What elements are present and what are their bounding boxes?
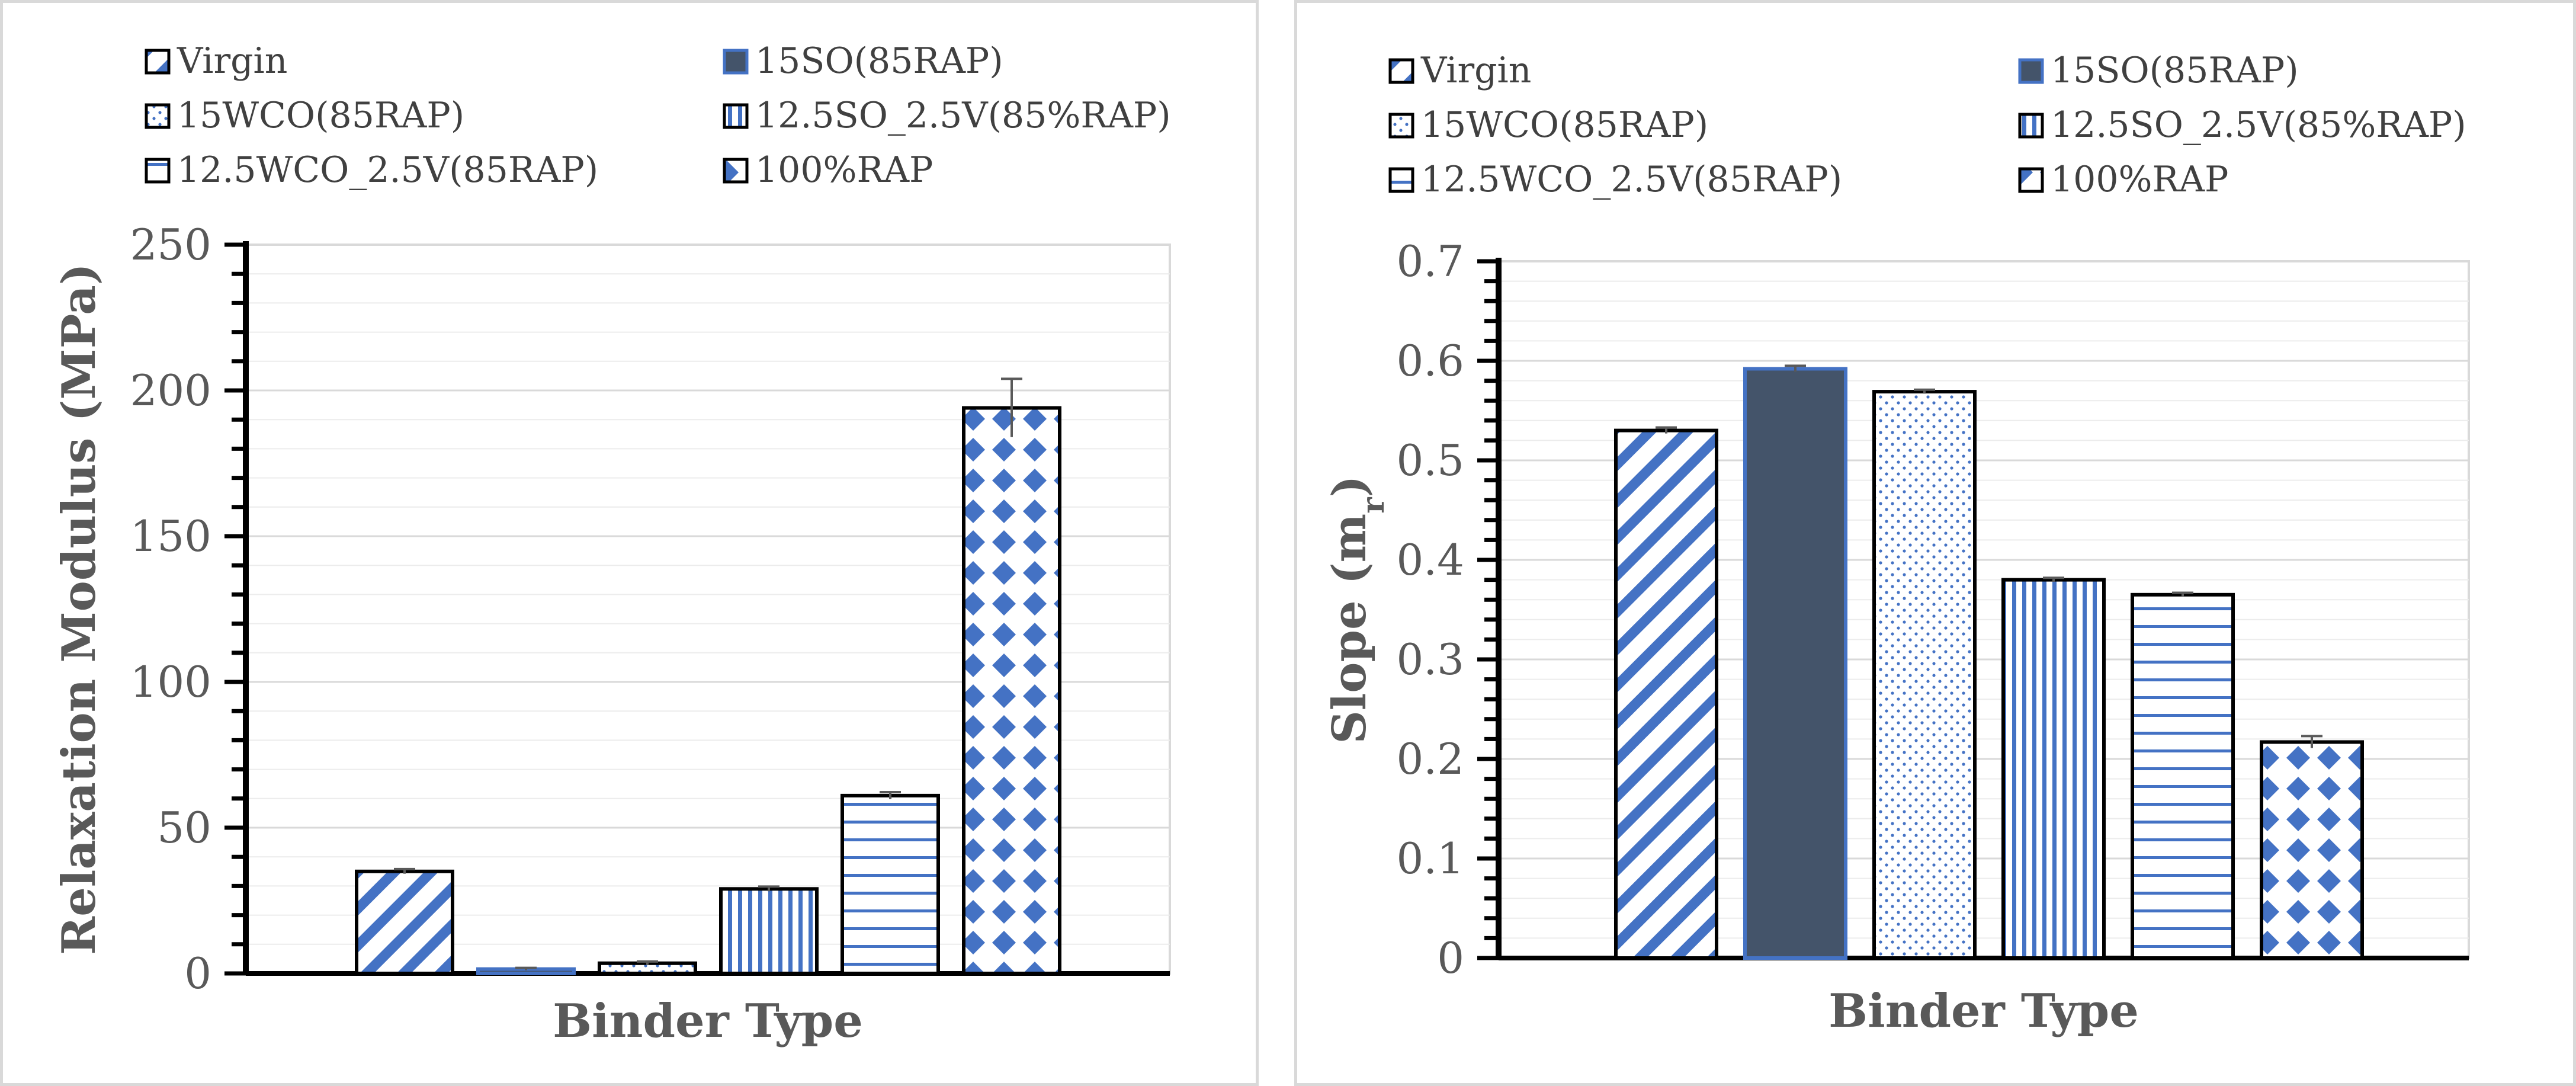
bar-12-5so-2-5v-85-rap [2001,578,2106,960]
bar-15so-85rap [1743,367,1847,960]
legend-swatch-virgin [145,49,171,75]
y-tick-label: 0.6 [1396,336,1464,386]
slope-chart-panel: 0 0.1 0.2 0.3 0.4 0.5 0.6 0.7 Virgin 15SO(85RAP) 1… [1294,0,2576,1086]
bar-100-rap [2260,740,2364,960]
y-axis-title: Relaxation Modulus (MPa) [52,263,106,955]
y-tick-label: 0 [184,949,211,998]
bar-100-rap [962,406,1061,975]
legend-label-15wco-85rap: 15WCO(85RAP) [1421,104,1708,146]
bar-12-5wco-2-5v-85rap [841,793,940,975]
legend-label-virgin: Virgin [177,40,287,82]
legend-label-12-5wco-2-5v-85rap: 12.5WCO_2.5V(85RAP) [177,149,598,191]
legend-swatch-12-5so-2-5v-85-rap [2018,113,2044,139]
y-tick-label: 0.7 [1396,236,1464,286]
legend-swatch-15wco-85rap [145,103,171,129]
y-tick-label: 0.1 [1396,834,1464,883]
y-tick-label: 0.5 [1396,435,1464,485]
slope-chart: 0 0.1 0.2 0.3 0.4 0.5 0.6 0.7 Virgin 15SO(85RAP) 1… [1323,50,2470,1038]
bar-15wco-85rap [1872,390,1977,960]
x-axis-title: Binder Type [553,994,863,1048]
bar-12-5so-2-5v-85-rap [719,887,819,975]
bar-virgin [1614,428,1718,960]
legend-swatch-15so-85rap [2018,58,2044,84]
legend-swatch-virgin [1388,58,1414,84]
y-tick-label: 100 [130,657,211,707]
legend-swatch-100-rap [723,158,749,184]
legend-label-12-5wco-2-5v-85rap: 12.5WCO_2.5V(85RAP) [1421,159,1842,200]
y-tick-label: 50 [157,803,211,853]
relaxation-modulus-chart: 0 50 100 150 200 250 Virgin 15SO(85RAP) 15WCO(85… [52,40,1171,1048]
bar-virgin [355,869,454,976]
bar-12-5wco-2-5v-85rap [2131,592,2235,960]
legend-swatch-100-rap [2018,167,2044,193]
legend-label-15so-85rap: 15SO(85RAP) [755,40,1003,82]
legend-label-15wco-85rap: 15WCO(85RAP) [177,95,464,136]
legend-label-15so-85rap: 15SO(85RAP) [2051,50,2299,91]
y-tick-label: 0.2 [1396,734,1464,784]
legend-label-virgin: Virgin [1420,50,1531,91]
legend-swatch-12-5wco-2-5v-85rap [1388,167,1414,193]
legend-swatch-12-5so-2-5v-85-rap [723,103,749,129]
y-tick-label: 200 [130,366,211,415]
y-tick-label: 0.4 [1396,535,1464,585]
legend-label-12-5so-2-5v-85-rap: 12.5SO_2.5V(85%RAP) [755,95,1171,136]
x-axis-title: Binder Type [1828,984,2139,1038]
y-tick-label: 0 [1437,933,1464,983]
y-tick-label: 150 [130,511,211,561]
y-axis-title: Slope (mr) [1323,475,1391,744]
y-tick-label: 0.3 [1396,635,1464,684]
legend-swatch-12-5wco-2-5v-85rap [145,158,171,184]
legend-label-100-rap: 100%RAP [2051,159,2228,200]
legend-label-12-5so-2-5v-85-rap: 12.5SO_2.5V(85%RAP) [2051,104,2466,146]
legend-swatch-15wco-85rap [1388,113,1414,139]
relaxation-modulus-chart-panel: 0 50 100 150 200 250 Virgin 15SO(85RAP) 15WCO(85… [0,0,1259,1086]
y-tick-label: 250 [130,220,211,270]
legend-swatch-15so-85rap [723,49,749,75]
legend-label-100-rap: 100%RAP [755,149,933,191]
